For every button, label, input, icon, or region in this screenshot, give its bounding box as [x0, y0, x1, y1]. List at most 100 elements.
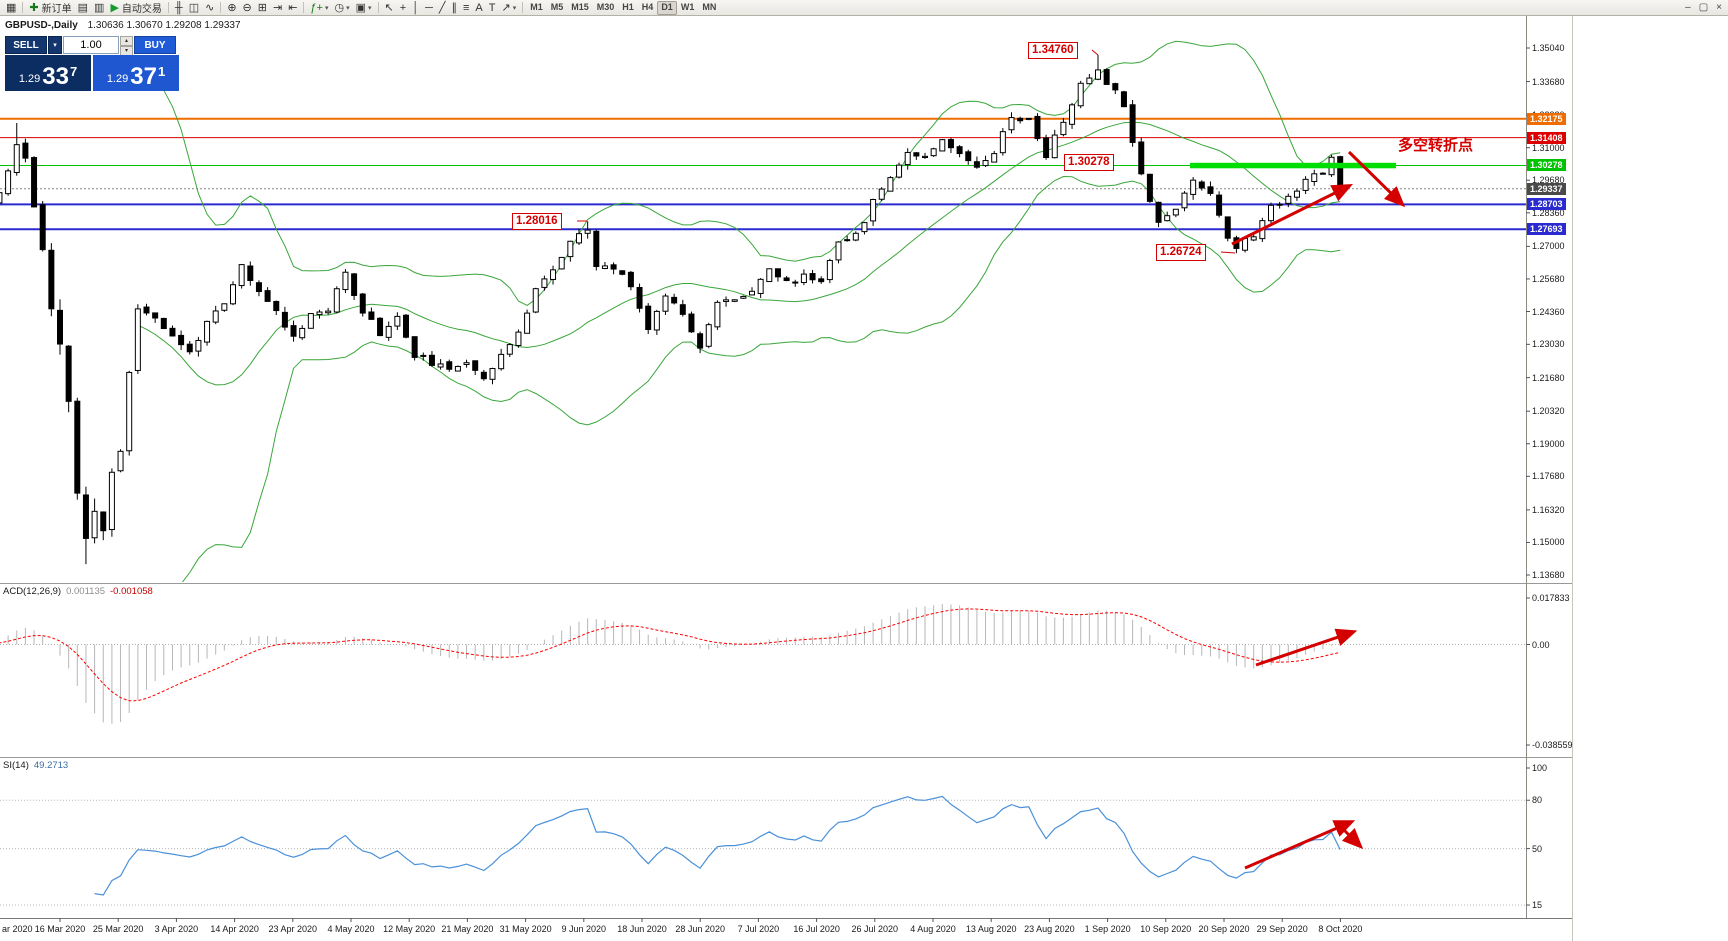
caret-down-icon: ▾: [324, 4, 329, 12]
market-watch-icon[interactable]: ▥: [91, 1, 107, 15]
chart-shift-icon[interactable]: ⇤: [285, 1, 300, 15]
text-label-icon[interactable]: T: [486, 1, 499, 15]
candlestick-chart-icon[interactable]: ◫: [186, 1, 202, 15]
rsi-scale-label: 15: [1532, 900, 1543, 911]
price-label-pivot[interactable]: 1.30278: [1064, 154, 1114, 171]
periods-icon: ◷: [334, 1, 345, 14]
new-order-icon: ✚: [29, 1, 39, 14]
turning-point-annotation[interactable]: 多空转折点: [1398, 137, 1474, 154]
price-label-swing-low[interactable]: 1.26724: [1156, 244, 1206, 261]
window-controls: – ▢ ×: [1682, 1, 1725, 15]
price-axis-label: 1.29680: [1532, 175, 1565, 186]
templates-button[interactable]: ▣ ▾: [353, 1, 375, 15]
autotrading-button-label: 自动交易: [121, 4, 162, 15]
autotrading-button[interactable]: ▶ 自动交易: [107, 1, 164, 16]
macd-label: ACD(12,26,9) 0.001135 -0.001058: [3, 586, 153, 597]
ask-price[interactable]: 1.29 37 1: [93, 55, 179, 91]
price-axis-label: 1.17680: [1532, 471, 1565, 482]
chart-header: GBPUSD-,Daily 1.30636 1.30670 1.29208 1.…: [5, 20, 241, 31]
trendline-icon[interactable]: ╱: [436, 1, 449, 15]
window-restore-icon[interactable]: ▢: [1698, 2, 1709, 13]
date-axis-label: 18 Jun 2020: [617, 924, 667, 934]
auto-scroll-icon[interactable]: ⇥: [270, 1, 285, 15]
text-icon[interactable]: A: [472, 1, 485, 15]
volume-input[interactable]: [63, 36, 119, 54]
timeframe-button-m30[interactable]: M30: [596, 2, 615, 12]
bid-price[interactable]: 1.29 33 7: [5, 55, 91, 91]
date-axis-label: ar 2020: [2, 924, 33, 934]
fibonacci-icon[interactable]: ≡: [460, 1, 472, 15]
sell-button[interactable]: SELL: [5, 36, 47, 54]
toolbar-separator: [167, 2, 169, 13]
autotrading-icon: ▶: [110, 1, 119, 14]
bar-chart-icon: ╫: [174, 1, 183, 14]
macd-layer: [0, 604, 1526, 724]
date-axis-label: 14 Apr 2020: [210, 924, 259, 934]
fibonacci-icon: ≡: [462, 1, 470, 14]
text-icon: A: [475, 1, 483, 14]
price-axis-label: 1.35040: [1532, 43, 1565, 53]
templates-icon: ▣: [355, 1, 367, 14]
charts-grid-icon[interactable]: ▦: [3, 1, 19, 15]
timeframe-button-d1[interactable]: D1: [657, 0, 677, 15]
horizontal-line-icon[interactable]: ─: [422, 1, 436, 15]
price-axis-label: 1.16320: [1532, 504, 1565, 515]
chart-window-icon: ▤: [77, 1, 89, 14]
date-axis-label: 21 May 2020: [441, 924, 494, 934]
zoom-out-icon[interactable]: ⊖: [240, 1, 255, 15]
vertical-line-icon[interactable]: │: [409, 1, 422, 15]
date-axis-label: 13 Aug 2020: [965, 924, 1017, 934]
buy-button[interactable]: BUY: [134, 36, 176, 54]
zoom-in-icon[interactable]: ⊕: [224, 1, 239, 15]
timeframe-button-w1[interactable]: W1: [680, 2, 695, 12]
date-axis-label: 3 Apr 2020: [154, 924, 199, 934]
line-chart-icon[interactable]: ∿: [202, 1, 217, 15]
arrows-icon: ↗: [501, 1, 511, 14]
cursor-icon[interactable]: ↖: [382, 1, 397, 15]
indicators-button[interactable]: ƒ+ ▾: [307, 1, 331, 15]
vertical-line-icon: │: [412, 1, 420, 14]
new-order-button-label: 新订单: [41, 4, 72, 15]
timeframe-button-h1[interactable]: H1: [622, 2, 634, 12]
candlestick-chart-icon: ◫: [188, 1, 200, 14]
ohlc-readout: 1.30636 1.30670 1.29208 1.29337: [87, 20, 241, 31]
price-axis-label: 1.21680: [1532, 372, 1565, 383]
timeframe-button-h4[interactable]: H4: [641, 2, 654, 12]
date-axis-label: 1 Sep 2020: [1084, 924, 1131, 934]
chart-window-icon[interactable]: ▤: [75, 1, 91, 15]
date-axis-label: 25 Mar 2020: [92, 924, 144, 934]
date-axis-label: 31 May 2020: [499, 924, 552, 934]
periods-button[interactable]: ◷ ▾: [331, 1, 352, 15]
arrows-icon[interactable]: ↗ ▾: [498, 1, 519, 15]
tile-windows-icon: ⊞: [257, 1, 267, 14]
window-close-icon[interactable]: ×: [1716, 2, 1722, 13]
chart-shift-icon: ⇤: [288, 1, 298, 14]
timeframe-button-m15[interactable]: M15: [571, 2, 589, 12]
date-axis-label: 10 Sep 2020: [1140, 924, 1192, 934]
timeframe-button-m5[interactable]: M5: [550, 2, 564, 12]
toolbar-separator: [22, 2, 24, 13]
channel-icon[interactable]: ∥: [448, 1, 460, 15]
date-axis-label: 23 Aug 2020: [1024, 924, 1075, 934]
date-axis-label: 4 Aug 2020: [910, 924, 956, 934]
price-label-june-high[interactable]: 1.28016: [512, 213, 562, 230]
price-level-badge: 1.32175: [1527, 112, 1566, 125]
new-order-button[interactable]: ✚ 新订单: [26, 1, 74, 16]
toolbar-separator: [522, 2, 524, 13]
timeframe-button-mn[interactable]: MN: [702, 2, 717, 12]
auto-scroll-icon: ⇥: [272, 1, 283, 14]
window-minimize-icon[interactable]: –: [1685, 2, 1691, 13]
bar-chart-icon[interactable]: ╫: [172, 1, 186, 15]
crosshair-icon[interactable]: +: [397, 1, 409, 15]
date-axis-label: 4 May 2020: [327, 924, 375, 934]
stepper-up-icon[interactable]: ▴: [120, 36, 133, 46]
price-label-swing-high[interactable]: 1.34760: [1028, 42, 1078, 59]
tile-windows-icon[interactable]: ⊞: [255, 1, 270, 15]
price-axis-label: 1.27000: [1532, 241, 1565, 252]
caret-down-icon: ▾: [512, 4, 517, 12]
rsi-layer: [0, 795, 1526, 906]
timeframe-button-m1[interactable]: M1: [530, 2, 543, 12]
trade-options-dropdown[interactable]: ▾: [48, 36, 62, 54]
price-level-badge: 1.27693: [1527, 223, 1566, 236]
